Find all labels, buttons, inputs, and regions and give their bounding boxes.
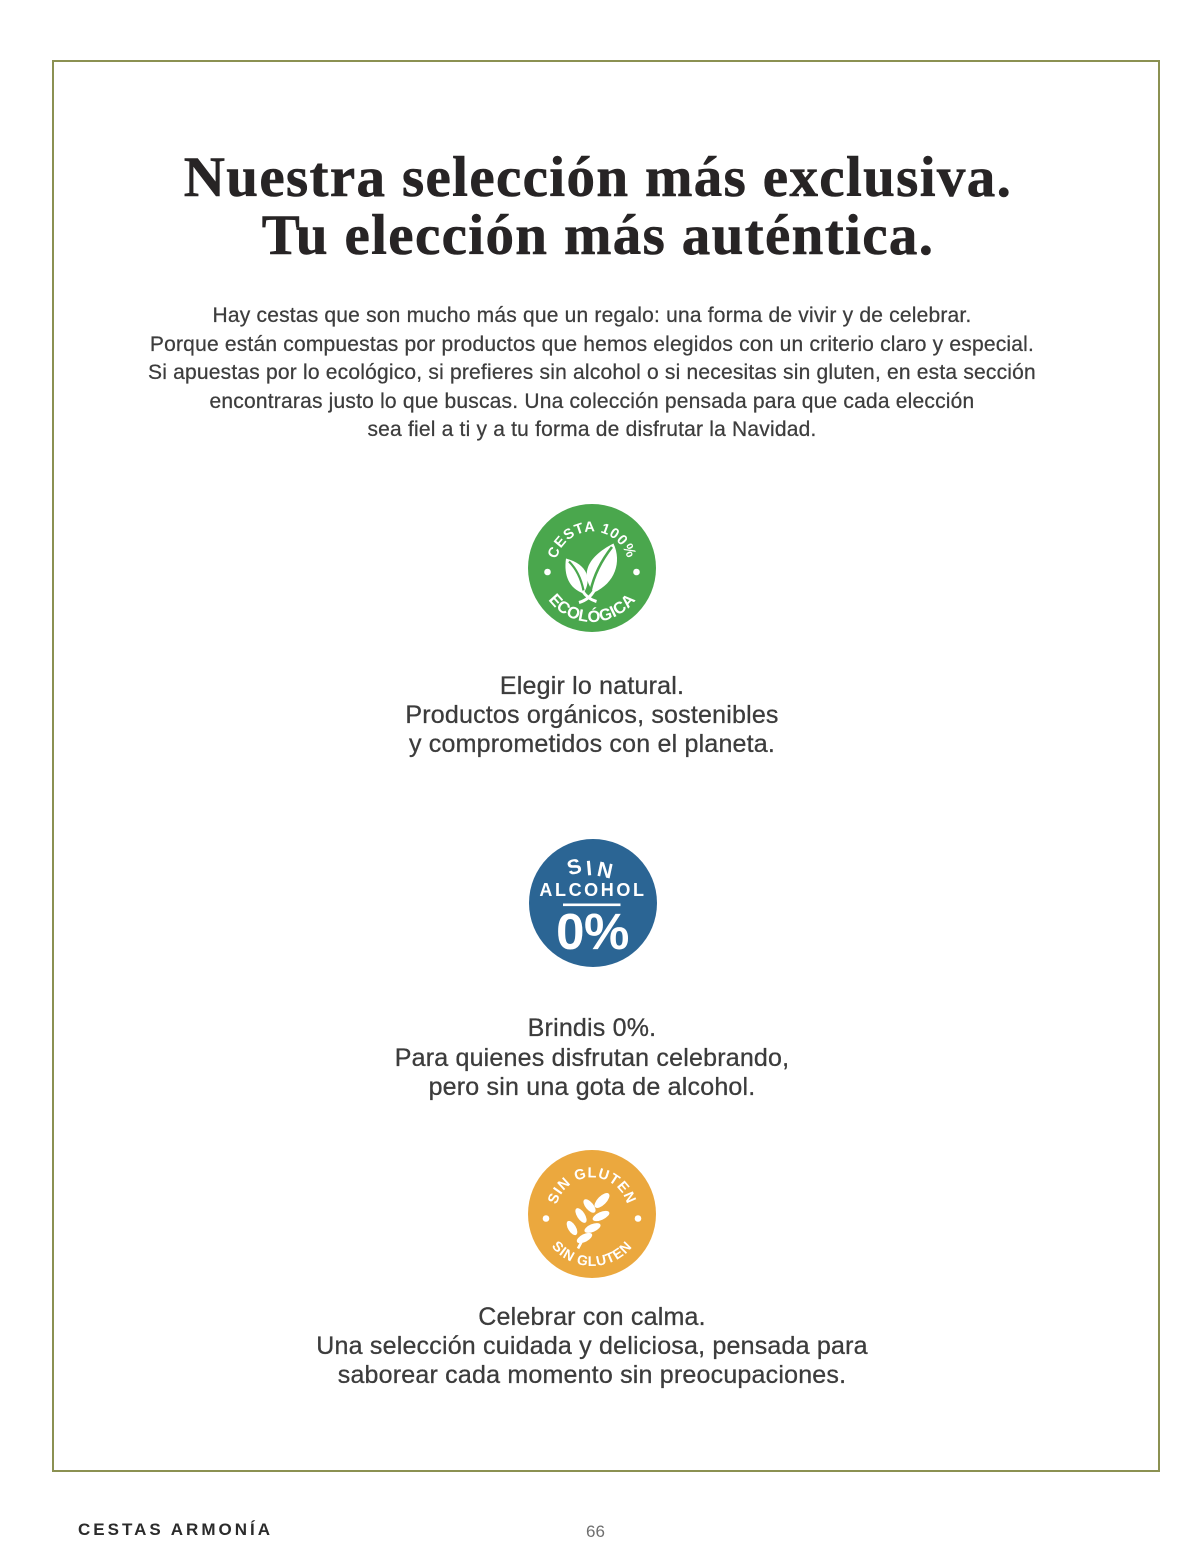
svg-text:0%: 0% bbox=[556, 903, 629, 960]
svg-text:ALCOHOL: ALCOHOL bbox=[539, 880, 646, 900]
